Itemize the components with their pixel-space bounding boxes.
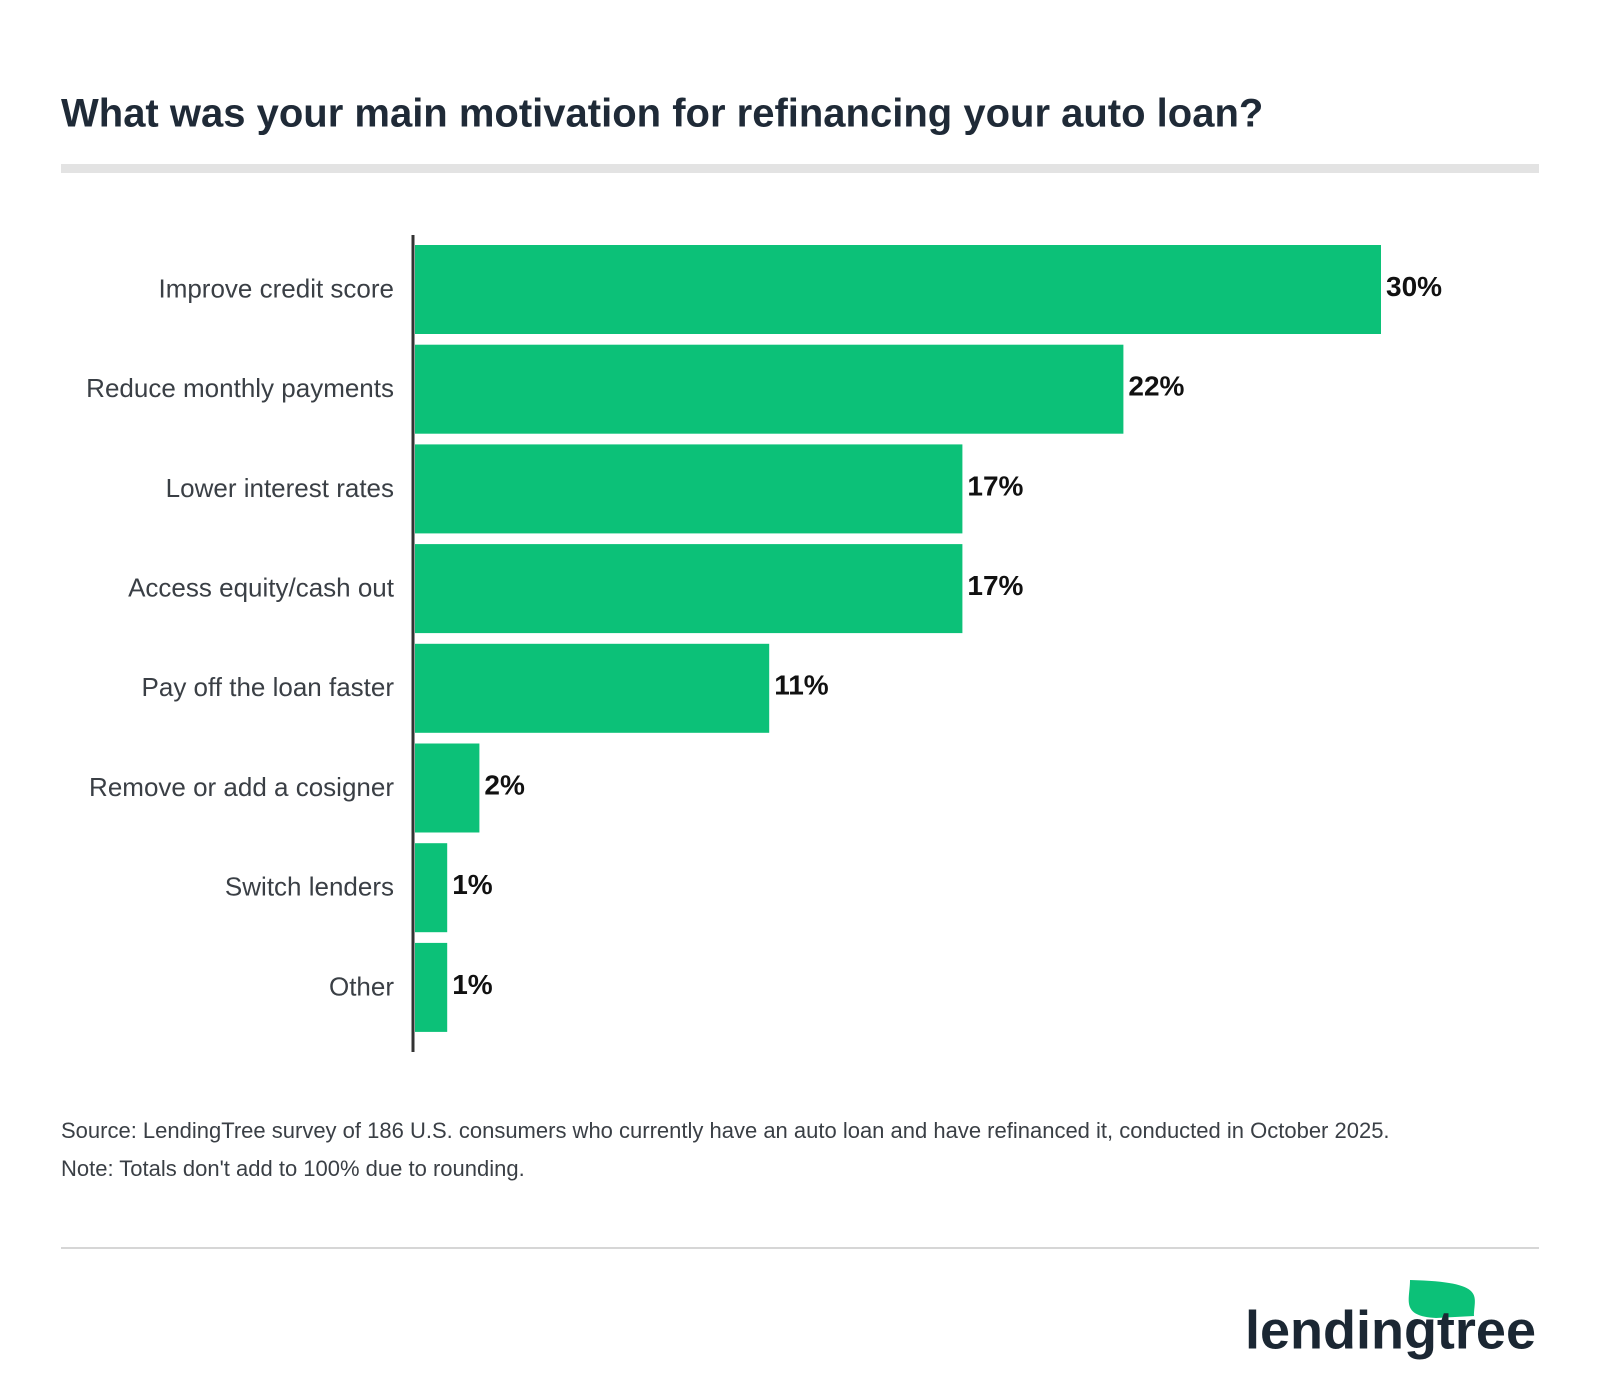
chart-title: What was your main motivation for refina… [61, 92, 1263, 136]
bar [415, 743, 480, 833]
category-label: Pay off the loan faster [142, 672, 395, 702]
bar [415, 843, 448, 933]
category-label: Improve credit score [158, 273, 394, 303]
bar [415, 344, 1124, 434]
value-label: 2% [484, 769, 525, 800]
value-label: 11% [774, 670, 829, 701]
category-label: Reduce monthly payments [86, 373, 394, 403]
bar [415, 444, 963, 534]
value-label: 1% [452, 869, 493, 900]
bar [415, 643, 770, 733]
logo-leaf [1408, 1280, 1475, 1318]
category-label: Remove or add a cosigner [89, 772, 394, 802]
category-label: Switch lenders [225, 872, 394, 902]
value-label: 17% [967, 470, 1023, 501]
bar [415, 942, 448, 1032]
category-label: Other [329, 971, 394, 1001]
source-note: Source: LendingTree survey of 186 U.S. c… [61, 1118, 1390, 1143]
bar [415, 544, 963, 634]
note: Note: Totals don't add to 100% due to ro… [61, 1156, 525, 1181]
category-label: Lower interest rates [166, 473, 394, 503]
bar [415, 245, 1381, 334]
logo: lendingtree [1245, 1300, 1536, 1360]
value-label: 17% [967, 570, 1023, 601]
value-label: 1% [452, 969, 493, 1000]
value-label: 30% [1386, 271, 1442, 302]
title-rule [61, 164, 1539, 173]
category-label: Access equity/cash out [128, 572, 395, 602]
plot: 30% Improve credit score 22% Reduce monthly… [86, 245, 1442, 1032]
value-label: 22% [1128, 371, 1184, 402]
